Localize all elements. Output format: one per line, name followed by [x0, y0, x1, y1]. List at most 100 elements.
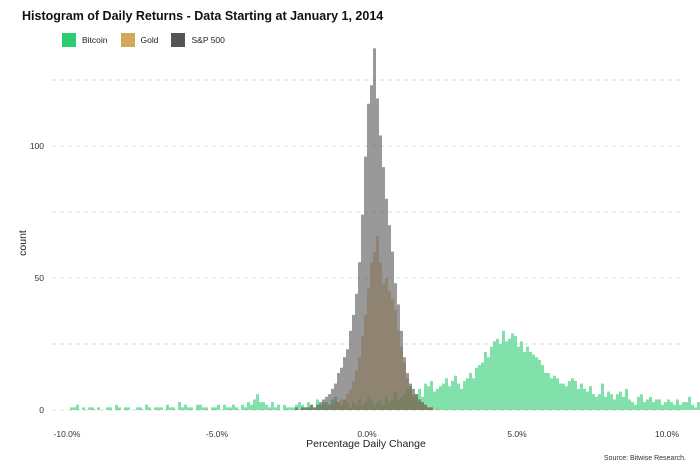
histogram-bar: [256, 394, 259, 410]
histogram-bar: [88, 407, 91, 410]
histogram-bar: [400, 330, 403, 410]
histogram-bar: [586, 391, 589, 410]
histogram-bar: [478, 365, 481, 410]
histogram-bar: [670, 402, 673, 410]
histogram-bar: [688, 396, 691, 410]
histogram-bar: [250, 404, 253, 410]
histogram-bar: [124, 407, 127, 410]
histogram-bar: [463, 380, 466, 410]
y-tick-label: 0: [39, 405, 44, 415]
histogram-bar: [403, 357, 406, 410]
histogram-bar: [619, 391, 622, 410]
legend-label-gold: Gold: [140, 35, 159, 45]
histogram-bar: [610, 394, 613, 410]
histogram-bar: [448, 386, 451, 410]
histogram-bar: [472, 378, 475, 410]
x-axis-label: Percentage Daily Change: [306, 438, 426, 450]
histogram-bar: [370, 85, 373, 410]
histogram-bar: [541, 365, 544, 410]
histogram-bar: [580, 383, 583, 410]
legend-swatch-gold: [120, 33, 135, 47]
legend-item-sp500[interactable]: S&P 500: [171, 33, 225, 47]
histogram-bar: [544, 373, 547, 410]
histogram-bar: [157, 407, 160, 410]
histogram-bar: [622, 396, 625, 410]
histogram-bar: [595, 396, 598, 410]
histogram-bar: [379, 135, 382, 410]
histogram-bar: [436, 388, 439, 410]
histogram-bar: [226, 407, 229, 410]
histogram-bar: [556, 378, 559, 410]
histogram-bar: [643, 402, 646, 410]
legend-item-bitcoin[interactable]: Bitcoin: [62, 33, 108, 47]
histogram-bar: [190, 407, 193, 410]
histogram-bar: [178, 402, 181, 410]
histogram-bar: [337, 373, 340, 410]
histogram-bar: [307, 402, 310, 410]
histogram-bar: [397, 304, 400, 410]
histogram-bar: [475, 367, 478, 410]
histogram-bar: [523, 351, 526, 410]
histogram-bar: [679, 404, 682, 410]
histogram-bar: [385, 198, 388, 410]
y-axis-label: count: [17, 230, 29, 256]
histogram-bar: [598, 394, 601, 410]
histogram-bar: [70, 407, 73, 410]
histogram-bar: [673, 404, 676, 410]
x-tick-labels: -10.0% -5.0% 0.0% 5.0% 10.0%: [54, 429, 680, 439]
histogram-bar: [127, 407, 130, 410]
histogram-bar: [454, 375, 457, 410]
legend-label-bitcoin: Bitcoin: [82, 35, 108, 45]
histogram-bar: [406, 373, 409, 410]
histogram-bar: [451, 380, 454, 410]
histogram-bar: [430, 380, 433, 410]
histogram-bar: [145, 404, 148, 410]
histogram-bar: [487, 357, 490, 410]
histogram-bar: [490, 346, 493, 410]
histogram-bar: [514, 336, 517, 410]
histogram-bar: [109, 407, 112, 410]
histogram-bar: [499, 344, 502, 410]
histogram-bar: [493, 341, 496, 410]
histogram-bar: [313, 407, 316, 410]
histogram-bar: [289, 407, 292, 410]
histogram-bar: [424, 383, 427, 410]
histogram-bar: [73, 407, 76, 410]
histogram-bar: [148, 407, 151, 410]
histogram-bar: [664, 402, 667, 410]
histogram-bar: [352, 314, 355, 410]
histogram-bar: [292, 407, 295, 410]
histogram-bar: [97, 407, 100, 410]
histogram-bar: [484, 351, 487, 410]
histogram-bar: [616, 394, 619, 410]
legend-item-gold[interactable]: Gold: [120, 33, 159, 47]
histogram-bar: [631, 402, 634, 410]
histogram-bar: [652, 402, 655, 410]
histogram-bar: [625, 388, 628, 410]
histogram-bar: [529, 351, 532, 410]
histogram-bar: [685, 402, 688, 410]
histogram-bar: [217, 404, 220, 410]
legend-swatch-bitcoin: [62, 33, 76, 47]
histogram-bar: [427, 386, 430, 410]
histogram-bar: [667, 399, 670, 410]
histogram-bar: [349, 330, 352, 410]
histogram-bar: [661, 404, 664, 410]
histogram-bar: [271, 402, 274, 410]
legend: Bitcoin Gold S&P 500: [62, 33, 238, 47]
histogram-bar: [676, 399, 679, 410]
histogram-bar: [421, 402, 424, 410]
histogram-bar: [691, 404, 694, 410]
histogram-bar: [247, 402, 250, 410]
histogram-bar: [508, 338, 511, 410]
histogram-bar: [115, 404, 118, 410]
histogram-bar: [331, 388, 334, 410]
histogram-bar: [346, 349, 349, 410]
histogram-bar: [553, 375, 556, 410]
histogram-bar: [535, 357, 538, 410]
histogram-bar: [409, 383, 412, 410]
histogram-bar: [655, 399, 658, 410]
histogram-bar: [187, 407, 190, 410]
histogram-bar: [322, 399, 325, 410]
histogram-bar: [286, 407, 289, 410]
